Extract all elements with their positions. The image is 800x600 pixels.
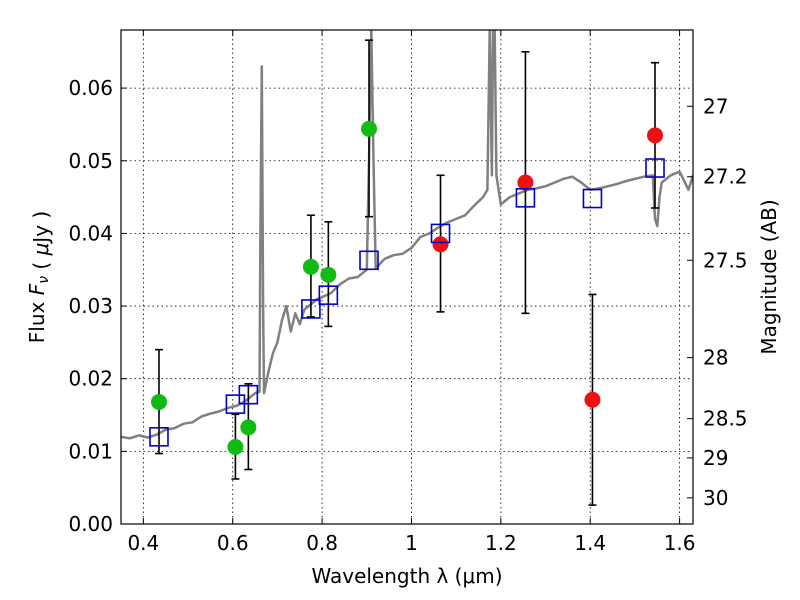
x-tick-label: 0.4 [127,531,159,555]
y-tick-label: 0.06 [68,76,113,100]
blue-square-point [238,384,259,405]
y-tick-label: 0.02 [68,367,113,391]
grid-lines [121,30,693,525]
y-axis-label-part: Jy ) [29,211,53,245]
x-tick-label: 1.2 [485,531,517,555]
y2-tick-label: 28 [703,346,728,370]
red-point [432,236,449,253]
red-point [584,391,601,408]
red-point [517,174,534,191]
y-axis-label: Flux Fν ( μJy ) [25,211,53,343]
y-axis-label-part: ( [29,255,53,276]
markers-layer [149,120,665,455]
y-axis-label-part: Flux [25,295,49,343]
x-tick-label: 0.8 [306,531,338,555]
green-point [320,266,337,283]
green-point [302,258,319,275]
green-point [240,419,257,436]
red-point [647,127,664,144]
x-axis-label: Wavelength λ (μm) [311,564,502,588]
blue-square-point [149,427,169,447]
y-tick-label: 0.05 [68,149,113,173]
plot-frame [120,29,694,525]
blue-square-point [359,250,379,271]
model-spectrum-line [121,30,693,440]
y-axis-label-part: F [25,283,49,295]
y-axis-label-part: μ [29,243,53,257]
green-point [361,120,378,137]
x-tick-label: 0.6 [217,531,249,555]
y-tick-label: 0.00 [68,512,113,536]
blue-square-point [515,188,536,208]
y2-axis-label: Magnitude (AB) [757,199,781,354]
y-tick-label: 0.03 [68,294,113,318]
green-point [227,438,244,455]
x-tick-label: 1 [405,531,418,555]
y2-tick-label: 29 [703,446,728,470]
y2-tick-label: 30 [703,486,728,510]
blue-square-point [430,223,451,244]
y2-tick-label: 27 [703,94,728,118]
blue-square-point [301,299,321,319]
x-tick-label: 1.6 [664,531,696,555]
blue-square-point [645,158,665,178]
error-bars-layer [154,39,660,506]
y2-tick-label: 27.2 [703,165,748,189]
y2-ticks: 27 27.2 27.5 28 28.5 29 30 [687,94,748,510]
blue-square-point [582,188,603,209]
y-tick-label: 0.04 [68,221,113,245]
x-ticks: 0.4 0.6 0.8 1 1.2 1.4 1.6 [127,30,696,555]
blue-square-point [318,285,339,305]
x-tick-label: 1.4 [574,531,606,555]
y2-tick-label: 27.5 [703,248,748,272]
model-spectrum-layer [121,30,693,440]
y-tick-label: 0.01 [68,439,113,463]
y-ticks: 0.00 0.01 0.02 0.03 0.04 0.05 0.06 [68,76,127,536]
green-point [150,393,167,410]
y-axis-label-part: ν [36,276,52,284]
y2-tick-label: 28.5 [703,407,748,431]
